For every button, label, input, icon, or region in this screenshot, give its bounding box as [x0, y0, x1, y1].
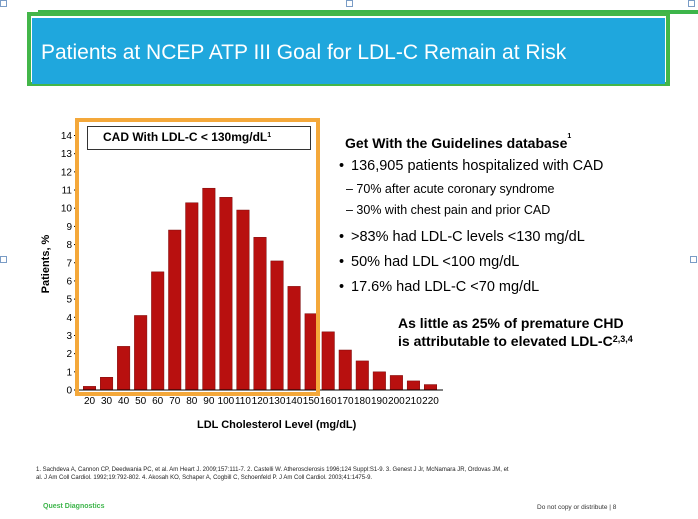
resize-handle-top-right[interactable] [688, 0, 695, 7]
x-tick-label: 130 [269, 396, 286, 407]
bar [321, 331, 335, 391]
y-tick-label: 5 [66, 295, 72, 306]
x-axis: 20 30 40 50 60 70 80 90 100 110 120 130 140 150 160 170… [78, 389, 443, 407]
bullet-dot: • [339, 279, 345, 295]
x-tick-label: 50 [135, 396, 147, 407]
x-tick-label: 150 [303, 396, 320, 407]
bullet-item: • 50% had LDL <100 mg/dL [339, 254, 519, 270]
x-tick-label: 80 [186, 396, 198, 407]
bullet-dot: • [339, 158, 345, 174]
bar [424, 384, 437, 391]
x-tick-label: 170 [337, 396, 354, 407]
x-tick-label: 190 [371, 396, 388, 407]
bullet-text: 17.6% had LDL-C <70 mg/dL [351, 279, 540, 295]
highlight-label-sup: 1 [267, 132, 272, 139]
x-tick-label: 110 [235, 396, 251, 407]
reference-line: al. J Am Coll Cardiol. 1992;19:792-802. … [36, 475, 373, 481]
bullet-text: 136,905 patients hospitalized with CAD [351, 158, 604, 174]
y-tick-label: 10 [61, 204, 73, 215]
bullet-text: 50% had LDL <100 mg/dL [351, 254, 520, 270]
title-bar [32, 18, 665, 84]
conclusion-line-1: As little as 25% of premature CHD [398, 315, 624, 331]
bullet-item: • 17.6% had LDL-C <70 mg/dL [339, 279, 539, 295]
y-tick-label: 4 [66, 313, 72, 324]
references: 1. Sachdeva A, Cannon CP, Deedwania PC, … [36, 466, 666, 482]
bar [355, 360, 369, 391]
conclusion-callout: As little as 25% of premature CHD is att… [398, 314, 633, 350]
x-tick-label: 120 [252, 396, 269, 407]
y-tick-label: 7 [66, 258, 72, 269]
y-tick-label: 2 [66, 349, 72, 360]
x-tick-label: 100 [218, 396, 235, 407]
resize-handle-top-center[interactable] [346, 0, 353, 7]
database-heading-text: Get With the Guidelines database [345, 135, 568, 151]
y-tick-label: 9 [66, 222, 72, 233]
y-tick-label: 6 [66, 276, 72, 287]
x-tick-label: 70 [169, 396, 181, 407]
sub-bullet-item: – 70% after acute coronary syndrome [346, 182, 555, 196]
highlight-range-box [75, 118, 320, 396]
database-heading: Get With the Guidelines database1 [345, 133, 572, 151]
y-axis-title: Patients, % [40, 234, 52, 294]
x-tick-label: 60 [152, 396, 164, 407]
bar [372, 371, 386, 391]
bullet-item: • 136,905 patients hospitalized with CAD [339, 158, 603, 174]
x-tick-label: 40 [118, 396, 130, 407]
highlight-label: CAD With LDL-C < 130mg/dL [103, 130, 268, 144]
conclusion-line-2-text: is attributable to elevated LDL-C [398, 333, 613, 349]
y-tick-label: 1 [66, 367, 72, 378]
x-tick-label: 200 [388, 396, 405, 407]
resize-handle-middle-left[interactable] [0, 256, 7, 263]
conclusion-sup: 2,3,4 [612, 334, 633, 344]
y-tick-label: 14 [61, 131, 73, 142]
x-tick-label: 160 [320, 396, 337, 407]
highlight-label-box: CAD With LDL-C < 130mg/dL1 [87, 126, 311, 150]
bullet-item: • >83% had LDL-C levels <130 mg/dL [339, 229, 585, 245]
x-tick-label: 140 [286, 396, 303, 407]
bullet-text: >83% had LDL-C levels <130 mg/dL [351, 229, 585, 245]
resize-handle-middle-right[interactable] [690, 256, 697, 263]
conclusion-line-2: is attributable to elevated LDL-C2,3,4 [398, 332, 633, 350]
x-tick-label: 220 [422, 396, 439, 407]
footer-brand: Quest Diagnostics [43, 503, 105, 510]
bullet-dot: • [339, 229, 345, 245]
y-tick-label: 3 [66, 331, 72, 342]
bullet-dot: • [339, 254, 345, 270]
reference-line: 1. Sachdeva A, Cannon CP, Deedwania PC, … [36, 467, 509, 473]
slide-title: Patients at NCEP ATP III Goal for LDL-C … [41, 41, 567, 64]
y-tick-label: 8 [66, 240, 72, 251]
y-tick-label: 12 [61, 167, 73, 178]
bar [406, 380, 420, 391]
x-tick-label: 210 [405, 396, 422, 407]
resize-handle-top-left[interactable] [0, 0, 7, 7]
x-tick-label: 90 [203, 396, 215, 407]
bar [338, 349, 352, 391]
sub-bullet-item: – 30% with chest pain and prior CAD [346, 203, 551, 217]
x-tick-label: 30 [101, 396, 113, 407]
bar [389, 375, 403, 391]
bar-series [83, 187, 437, 391]
footer-notice: Do not copy or distribute | 8 [537, 504, 617, 511]
y-tick-label: 13 [61, 149, 73, 160]
x-axis-title: LDL Cholesterol Level (mg/dL) [197, 419, 357, 431]
database-heading-sup: 1 [567, 133, 572, 140]
x-tick-label: 180 [354, 396, 371, 407]
y-tick-label: 0 [66, 386, 72, 397]
x-tick-label: 20 [84, 396, 96, 407]
y-tick-label: 11 [62, 186, 73, 197]
